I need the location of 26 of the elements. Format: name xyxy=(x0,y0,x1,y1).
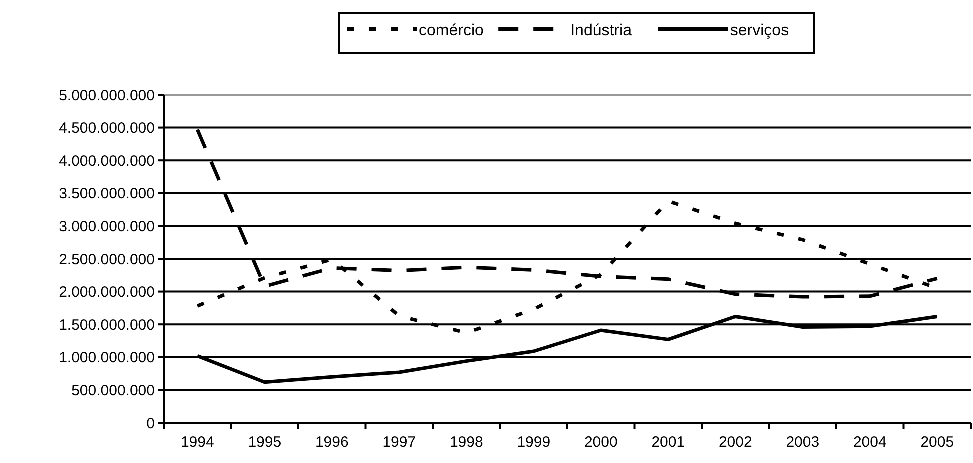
x-tick-label: 2002 xyxy=(718,434,752,451)
x-tick-label: 2003 xyxy=(786,434,820,451)
x-tick-label: 1995 xyxy=(248,434,282,451)
x-tick-label: 1998 xyxy=(450,434,484,451)
x-tick-label: 1997 xyxy=(382,434,416,451)
y-tick-label: 3.000.000.000 xyxy=(59,218,155,236)
legend-label: comércio xyxy=(419,22,484,40)
y-tick-label: 1.500.000.000 xyxy=(59,316,155,334)
y-tick-label: 2.000.000.000 xyxy=(59,284,155,302)
y-tick-label: 4.000.000.000 xyxy=(59,152,155,170)
y-tick-label: 3.500.000.000 xyxy=(59,186,155,203)
legend-label: Indústria xyxy=(570,22,632,40)
x-tick-label: 2001 xyxy=(652,434,686,451)
y-tick-label: 2.500.000.000 xyxy=(59,251,155,268)
y-tick-label: 4.500.000.000 xyxy=(59,120,155,138)
x-tick-label: 2004 xyxy=(853,434,887,451)
y-tick-label: 0 xyxy=(146,415,155,432)
x-tick-label: 2005 xyxy=(920,434,954,451)
y-tick-label: 1.000.000.000 xyxy=(59,350,155,367)
x-tick-label: 2000 xyxy=(584,434,618,451)
y-tick-label: 500.000.000 xyxy=(72,382,155,400)
x-tick-label: 1999 xyxy=(517,434,551,451)
y-tick-label: 5.000.000.000 xyxy=(59,87,155,104)
legend-label: serviços xyxy=(730,22,790,40)
x-tick-label: 1996 xyxy=(315,434,349,451)
x-tick-label: 1994 xyxy=(180,434,214,451)
